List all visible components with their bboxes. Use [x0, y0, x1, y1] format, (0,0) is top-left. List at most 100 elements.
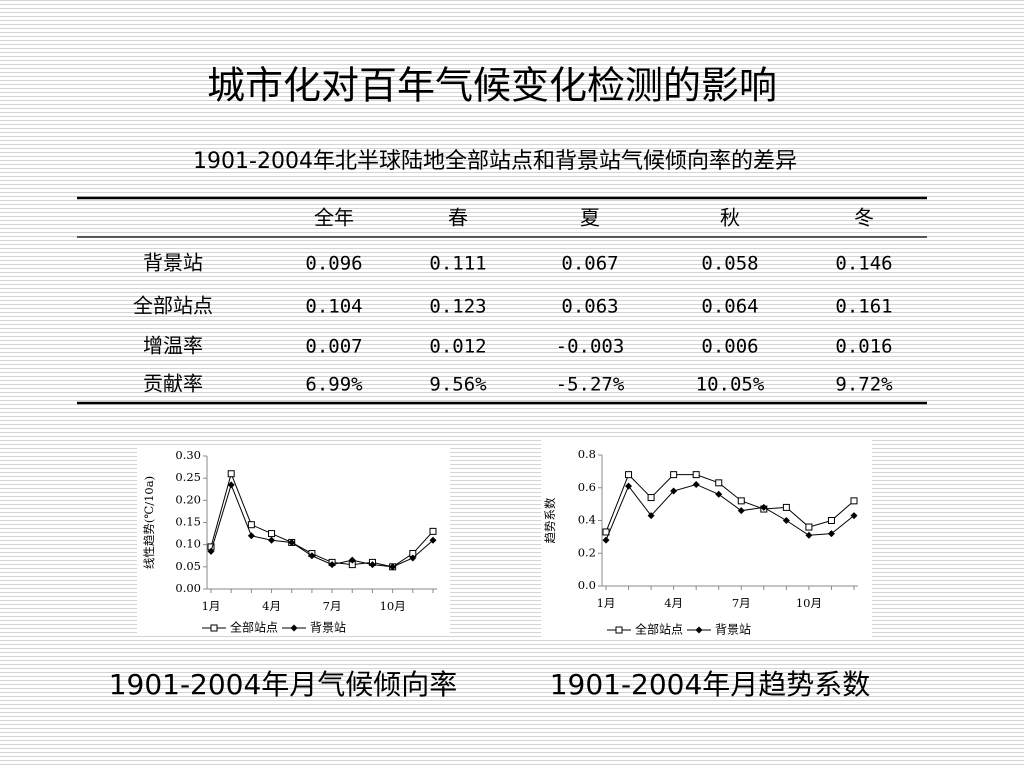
marker [625, 482, 633, 490]
marker [760, 503, 768, 511]
marker [692, 471, 700, 479]
legend-marker [290, 624, 298, 632]
y-tick-label: 0.25 [175, 470, 201, 484]
table-cell: 9.72% [835, 374, 893, 396]
table-cell: -5.27% [556, 374, 625, 396]
table-cell: 0.067 [561, 253, 618, 275]
table-cell: 0.012 [429, 336, 486, 358]
column-header: 冬 [854, 206, 874, 230]
marker [409, 554, 417, 562]
series-line [605, 473, 855, 533]
table-cell: 0.123 [429, 296, 486, 318]
y-tick-label: 0.6 [578, 480, 596, 494]
legend-label: 全部站点 [635, 622, 683, 637]
y-tick-label: 0.2 [578, 545, 596, 559]
marker [247, 521, 255, 529]
marker [429, 536, 437, 544]
marker [782, 517, 790, 524]
marker [737, 507, 745, 515]
marker [805, 523, 813, 531]
marker [247, 532, 255, 540]
legend-label: 背景站 [715, 623, 751, 637]
y-tick-label: 0.4 [578, 513, 596, 527]
marker [827, 530, 835, 538]
marker [692, 480, 700, 488]
y-axis-label: 线性趋势(℃/10a) [142, 476, 156, 569]
marker [737, 497, 745, 505]
marker [288, 538, 296, 546]
marker [715, 479, 723, 487]
legend-marker [210, 624, 218, 632]
chart-panel [541, 437, 872, 640]
series-line [210, 483, 434, 568]
marker [207, 547, 215, 555]
marker [268, 536, 276, 544]
table-cell: 9.56% [429, 374, 487, 396]
y-tick-label: 0.0 [578, 578, 596, 592]
x-tick-label: 4月 [664, 596, 683, 610]
marker [227, 481, 235, 489]
legend-label: 全部站点 [230, 620, 278, 635]
marker [670, 487, 678, 495]
table-cell: 0.063 [561, 296, 618, 318]
marker [328, 561, 336, 569]
table-cell: 0.111 [429, 253, 486, 275]
table-cell: 0.161 [835, 296, 892, 318]
marker [602, 536, 610, 544]
title: 城市化对百年气候变化检测的影响 [207, 64, 777, 108]
row-label: 全部站点 [133, 294, 213, 318]
y-tick-label: 0.10 [175, 537, 201, 551]
marker [625, 471, 633, 479]
y-tick-label: 0.00 [175, 581, 201, 595]
legend-marker [695, 626, 703, 634]
row-label: 贡献率 [143, 372, 203, 396]
subtitle: 1901-2004年北半球陆地全部站点和背景站气候倾向率的差异 [193, 149, 797, 174]
column-header: 夏 [580, 206, 600, 230]
table-cell: 0.146 [835, 253, 892, 275]
x-tick-label: 7月 [323, 599, 342, 613]
x-tick-label: 1月 [597, 596, 616, 610]
marker [368, 561, 376, 569]
y-tick-label: 0.15 [175, 515, 201, 529]
y-tick-label: 0.20 [175, 492, 201, 506]
marker [348, 556, 356, 564]
marker [850, 512, 858, 520]
y-tick-label: 0.30 [175, 448, 201, 462]
column-header: 全年 [314, 206, 354, 230]
column-header: 秋 [720, 206, 740, 230]
marker [268, 530, 276, 538]
legend-marker [615, 626, 623, 634]
y-axis-label: 趋势系数 [543, 497, 557, 543]
x-tick-label: 10月 [796, 596, 822, 610]
table-cell: 10.05% [696, 374, 765, 396]
x-tick-label: 1月 [202, 599, 221, 613]
table-cell: 0.104 [305, 296, 362, 318]
y-tick-label: 0.8 [578, 447, 596, 461]
marker [647, 512, 655, 520]
x-tick-label: 4月 [262, 599, 281, 613]
table-cell: 0.096 [305, 253, 362, 275]
y-tick-label: 0.05 [175, 559, 201, 573]
marker [715, 490, 723, 498]
marker [670, 471, 678, 479]
marker [782, 503, 790, 511]
table-cell: 0.058 [701, 253, 758, 275]
marker [389, 563, 397, 571]
table-cell: 0.064 [701, 296, 758, 318]
marker [308, 552, 316, 560]
column-header: 春 [448, 206, 468, 230]
table-cell: 0.007 [305, 336, 362, 358]
caption: 1901-2004年月气候倾向率 [109, 668, 458, 701]
marker [827, 517, 835, 524]
series-line [605, 483, 855, 541]
x-tick-label: 7月 [732, 596, 751, 610]
legend-label: 背景站 [310, 621, 346, 635]
marker [805, 531, 813, 539]
marker [850, 497, 858, 505]
x-tick-label: 10月 [380, 599, 406, 613]
table-cell: -0.003 [556, 336, 625, 358]
table-cell: 6.99% [305, 374, 363, 396]
marker [647, 494, 655, 502]
